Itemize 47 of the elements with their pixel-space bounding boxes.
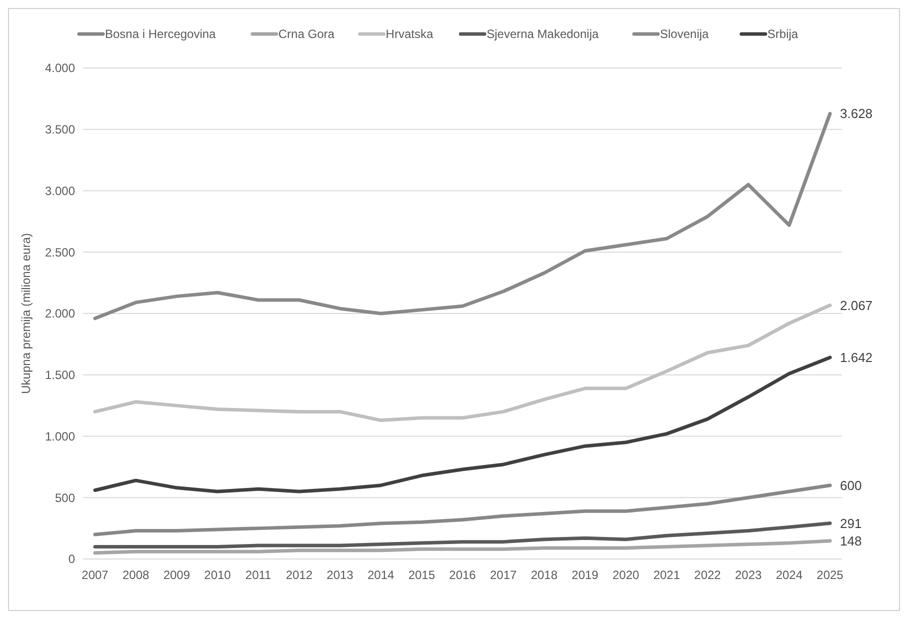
x-tick-label: 2016 bbox=[449, 568, 476, 582]
x-tick-label: 2024 bbox=[776, 568, 803, 582]
x-tick-label: 2019 bbox=[572, 568, 599, 582]
y-tick-label: 1.000 bbox=[44, 429, 76, 444]
x-tick-label: 2020 bbox=[612, 568, 640, 582]
x-tick-label: 2009 bbox=[163, 568, 190, 582]
line-series bbox=[93, 304, 832, 422]
y-tick-label: 0 bbox=[68, 552, 76, 566]
legend-label: Slovenija bbox=[660, 27, 710, 42]
data-label: 600 bbox=[840, 478, 862, 493]
x-tick-label: 2018 bbox=[530, 568, 558, 582]
y-tick-label: 2.000 bbox=[44, 306, 76, 321]
data-label: 291 bbox=[840, 516, 862, 531]
y-tick-label: 4.000 bbox=[44, 61, 76, 76]
y-tick-label: 2.500 bbox=[44, 245, 76, 260]
legend-label: Bosna i Hercegovina bbox=[105, 27, 216, 42]
legend-label: Srbija bbox=[767, 27, 798, 42]
y-axis-title: Ukupna premija (miliona eura) bbox=[19, 233, 33, 394]
x-tick-label: 2015 bbox=[408, 568, 436, 582]
x-tick-label: 2008 bbox=[122, 568, 150, 582]
x-tick-label: 2011 bbox=[245, 568, 272, 582]
legend-label: Hrvatska bbox=[386, 27, 434, 42]
line-series bbox=[93, 356, 832, 494]
x-tick-label: 2007 bbox=[82, 568, 109, 582]
x-tick-label: 2013 bbox=[326, 568, 354, 582]
y-tick-label: 3.000 bbox=[44, 184, 76, 198]
line-series bbox=[93, 112, 832, 320]
data-label: 2.067 bbox=[840, 298, 873, 313]
x-tick-label: 2010 bbox=[204, 568, 232, 582]
x-tick-label: 2022 bbox=[694, 568, 722, 582]
y-tick-label: 3.500 bbox=[44, 122, 76, 137]
data-label: 1.642 bbox=[840, 350, 873, 365]
x-tick-label: 2017 bbox=[490, 568, 518, 582]
x-tick-label: 2012 bbox=[286, 568, 313, 582]
x-tick-label: 2025 bbox=[816, 568, 844, 582]
y-tick-label: 500 bbox=[54, 490, 76, 505]
legend-label: Sjeverna Makedonija bbox=[486, 27, 599, 42]
x-tick-label: 2021 bbox=[653, 568, 680, 582]
data-label: 148 bbox=[840, 533, 862, 548]
y-tick-label: 1.500 bbox=[44, 368, 76, 382]
legend-label: Crna Gora bbox=[278, 27, 335, 42]
x-tick-label: 2023 bbox=[734, 568, 762, 582]
line-series bbox=[93, 484, 832, 536]
data-label: 3.628 bbox=[840, 106, 873, 122]
x-tick-label: 2014 bbox=[367, 568, 395, 582]
line-series bbox=[93, 539, 832, 555]
line-series bbox=[93, 522, 832, 548]
